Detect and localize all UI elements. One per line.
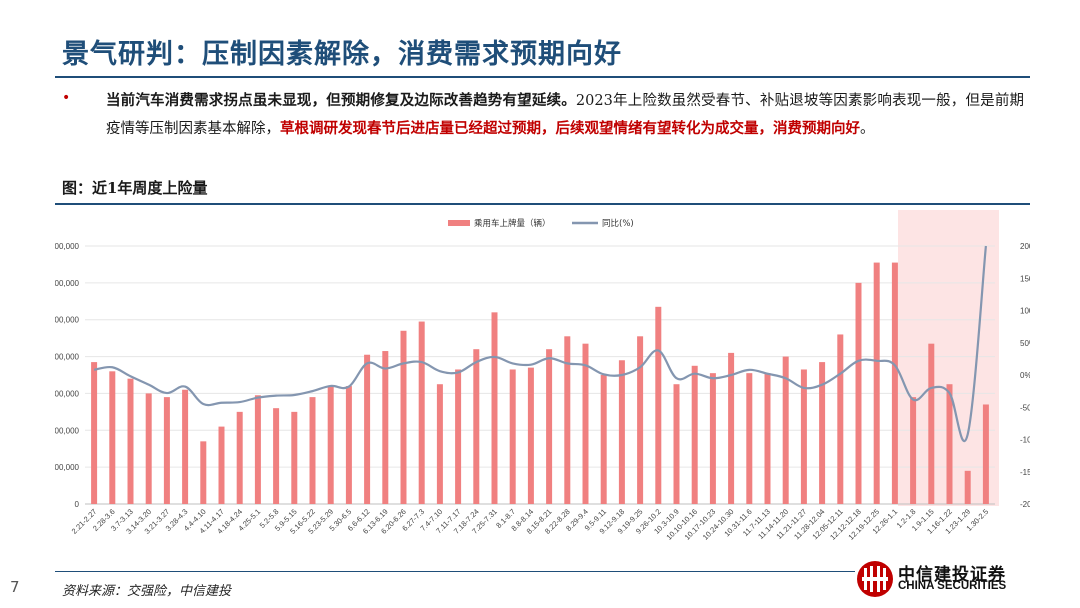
bar bbox=[600, 375, 607, 504]
bar bbox=[564, 336, 571, 504]
bar bbox=[764, 373, 771, 504]
bar bbox=[509, 369, 516, 504]
china-securities-logo: 中信建投证券 CHINA SECURITIES bbox=[855, 558, 1045, 600]
right-axis-tick-label: -150% bbox=[1020, 468, 1030, 477]
left-axis-tick-label: 700,000 bbox=[55, 242, 80, 251]
left-axis-tick-label: 600,000 bbox=[55, 279, 80, 288]
bar bbox=[709, 373, 716, 504]
weekly-registration-chart: 0 100,000 200,000 300,000 400,000 500,000 600,… bbox=[55, 210, 1030, 542]
legend-bar-label: 乘用车上牌量（辆） bbox=[474, 218, 551, 229]
bar bbox=[400, 330, 407, 504]
bar bbox=[928, 343, 935, 504]
bar bbox=[891, 262, 898, 504]
bar bbox=[673, 384, 680, 504]
bar bbox=[546, 349, 553, 504]
footer-divider bbox=[55, 571, 855, 572]
bar bbox=[182, 389, 189, 504]
bar bbox=[637, 336, 644, 504]
left-axis-tick-label: 500,000 bbox=[55, 316, 80, 325]
right-axis-tick-label: -200% bbox=[1020, 500, 1030, 509]
summary-normal-text: 2023年上险数虽然受春节、补贴退坡等因素影响表现一般，但是前期疫情等压制因素基… bbox=[106, 93, 1024, 137]
left-axis-tick-label: 0 bbox=[75, 500, 80, 509]
right-axis-tick-label: 50% bbox=[1020, 339, 1030, 348]
title-divider bbox=[55, 76, 1030, 78]
bar bbox=[946, 384, 953, 504]
bar bbox=[382, 351, 389, 504]
right-axis-tick-label: 200% bbox=[1020, 242, 1030, 251]
right-axis-tick-label: -50% bbox=[1020, 403, 1030, 412]
bar bbox=[800, 369, 807, 504]
bar bbox=[582, 343, 589, 504]
bar bbox=[964, 470, 971, 504]
bar bbox=[855, 282, 862, 504]
summary-paragraph: 当前汽车消费需求拐点虽未显现，但预期修复及边际改善趋势有望延续。2023年上险数… bbox=[106, 87, 1024, 143]
figure-divider bbox=[55, 203, 1030, 205]
bullet-marker: • bbox=[62, 90, 71, 106]
bar bbox=[819, 362, 826, 504]
bar bbox=[655, 306, 662, 504]
bar bbox=[364, 354, 371, 504]
bar bbox=[782, 356, 789, 504]
right-axis-tick-label: 0% bbox=[1020, 371, 1030, 380]
bar bbox=[436, 384, 443, 504]
bar bbox=[837, 334, 844, 504]
bar bbox=[273, 408, 280, 504]
right-axis-tick-label: 100% bbox=[1020, 307, 1030, 316]
bar bbox=[327, 386, 334, 504]
bar bbox=[455, 369, 462, 504]
bar bbox=[473, 349, 480, 504]
summary-bold-text: 当前汽车消费需求拐点虽未显现，但预期修复及边际改善趋势有望延续。 bbox=[106, 92, 576, 109]
figure-label: 图：近1年周度上险量 bbox=[62, 179, 208, 197]
bar bbox=[309, 397, 316, 504]
bar bbox=[982, 404, 989, 504]
left-axis-tick-label: 400,000 bbox=[55, 353, 80, 362]
legend-line-label: 同比(%) bbox=[602, 218, 634, 229]
bar bbox=[291, 411, 298, 504]
bar bbox=[91, 362, 98, 504]
bar bbox=[527, 367, 534, 504]
right-axis-tick-label: -100% bbox=[1020, 436, 1030, 445]
legend-bar-swatch bbox=[448, 220, 470, 226]
category-tick-label: 2.21-2.27 bbox=[70, 507, 99, 536]
bar bbox=[728, 352, 735, 504]
bar bbox=[163, 397, 170, 504]
bar bbox=[418, 321, 425, 504]
page-number: 7 bbox=[10, 578, 20, 596]
bar bbox=[127, 378, 134, 504]
logo-cn-text: 中信建投证券 bbox=[898, 565, 1006, 585]
left-axis-tick-label: 200,000 bbox=[55, 426, 80, 435]
bar bbox=[145, 393, 152, 504]
left-axis-tick-label: 300,000 bbox=[55, 389, 80, 398]
bar bbox=[873, 262, 880, 504]
bar bbox=[746, 373, 753, 504]
bar bbox=[691, 365, 698, 504]
page-title: 景气研判：压制因素解除，消费需求预期向好 bbox=[62, 39, 622, 70]
bar bbox=[254, 395, 261, 504]
summary-end-text: 。 bbox=[860, 121, 875, 137]
logo-emblem-icon bbox=[857, 561, 893, 597]
yoy-line bbox=[93, 245, 987, 443]
bar bbox=[618, 360, 625, 504]
logo-en-text: CHINA SECURITIES bbox=[898, 580, 1007, 592]
bar bbox=[345, 386, 352, 504]
source-note: 资料来源：交强险，中信建投 bbox=[62, 584, 232, 599]
right-axis-tick-label: 150% bbox=[1020, 274, 1030, 283]
bar bbox=[200, 441, 207, 504]
bar bbox=[109, 371, 116, 504]
left-axis-tick-label: 100,000 bbox=[55, 463, 80, 472]
bar bbox=[218, 426, 225, 504]
bar bbox=[236, 411, 243, 504]
summary-highlight-text: 草根调研发现春节后进店量已经超过预期，后续观望情绪有望转化为成交量，消费预期向好 bbox=[280, 120, 860, 137]
bar bbox=[910, 397, 917, 504]
bar bbox=[491, 312, 498, 504]
